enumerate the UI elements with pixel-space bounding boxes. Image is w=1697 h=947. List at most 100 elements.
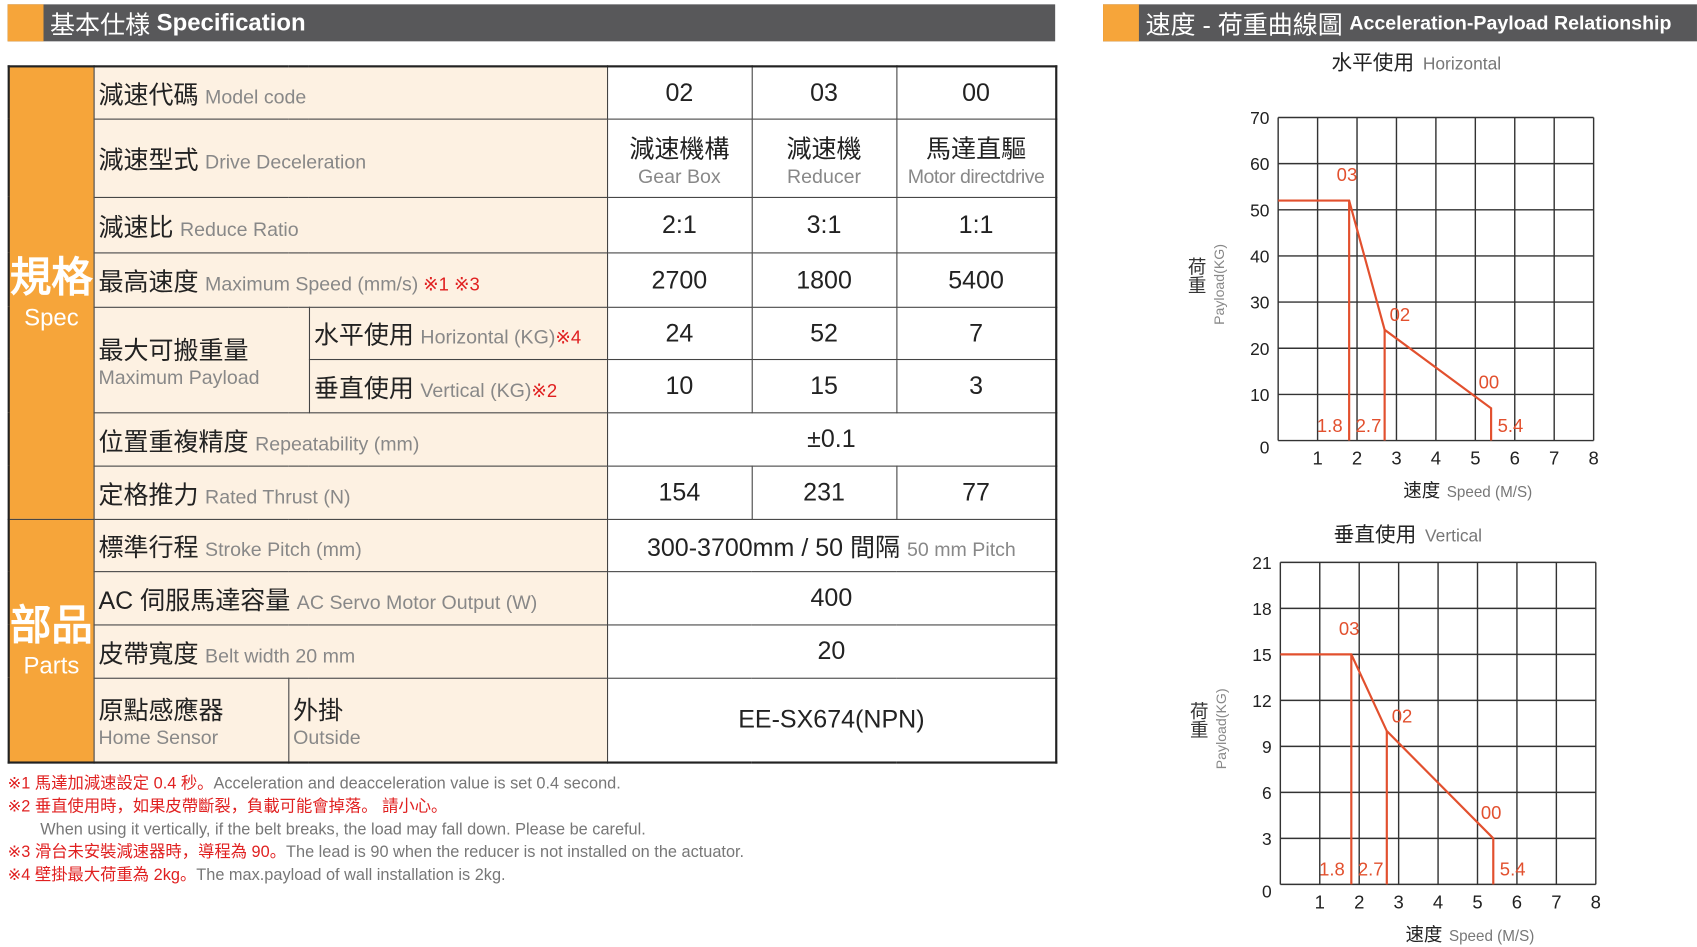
x-tick-label: 8 [1591, 891, 1601, 912]
table-row: 最大可搬重量 Maximum Payload 水平使用 Horizontal (KG… [9, 306, 1057, 413]
section-parts-en: Parts [23, 651, 80, 679]
y-tick-label: 6 [1262, 783, 1272, 803]
label-payload-vertical: 垂直使用 Vertical (KG)※2 [308, 358, 608, 413]
x-tick-label: 1 [1312, 447, 1322, 468]
y-tick-label: 9 [1262, 737, 1272, 757]
x-tick-label: 5 [1470, 447, 1480, 468]
y-axis-label: 荷重 [1188, 702, 1209, 739]
header-accent [7, 4, 44, 42]
table-row: 原點感應器 Home Sensor 外掛 Outside EE-SX674(NPN) [9, 677, 1057, 764]
x-tick-label: 3 [1391, 447, 1401, 468]
chart-title-en: Vertical [1425, 526, 1482, 546]
cell-value: 300-3700mm / 50 間隔 [646, 533, 901, 562]
cell: 2:1 [606, 196, 753, 253]
label-sensor-type: 外掛 Outside [287, 677, 608, 764]
header-accent [1103, 4, 1139, 42]
series-label-03: 03 [1337, 164, 1358, 185]
cell: 3 [895, 358, 1057, 413]
cell: 減速機 Reducer [751, 118, 897, 198]
cell: 2700 [606, 251, 753, 308]
x-tick-label: 4 [1433, 891, 1443, 912]
x-tick-label: 3 [1393, 891, 1403, 912]
cell: 00 [895, 65, 1057, 120]
y-tick-label: 18 [1252, 599, 1271, 619]
series-label-00: 00 [1479, 372, 1500, 393]
footnote-mark: ※4 [555, 327, 582, 349]
table-row: 部品 Parts 標準行程 Stroke Pitch (mm) 300-3700mm… [8, 518, 1057, 764]
x-axis-label: 速度 [1403, 480, 1440, 501]
label-en: AC Servo Motor Output (W) [296, 591, 538, 613]
cell: 10 [606, 358, 753, 413]
label-zh: 減速代碼 [98, 80, 199, 110]
label-speed: 最高速度 Maximum Speed (mm/s) ※1 ※3 [93, 251, 608, 308]
speed-label: 2.7 [1358, 859, 1384, 880]
x-tick-label: 4 [1431, 447, 1441, 468]
chart-title-en: Horizontal [1423, 54, 1501, 74]
cell: 5400 [895, 251, 1057, 308]
cell: 1:1 [895, 196, 1057, 253]
series-label-02: 02 [1390, 304, 1411, 325]
label-zh: 標準行程 [98, 533, 199, 562]
label-zh: 水平使用 [313, 320, 414, 350]
spec-header-en: Specification [156, 8, 306, 36]
cell-en: Reducer [787, 164, 862, 187]
cell: 52 [751, 306, 897, 360]
y-axis-label: 荷重 [1186, 257, 1207, 294]
cell-value-en: 50 mm Pitch [907, 538, 1016, 561]
label-en: Maximum Speed (mm/s) [205, 273, 419, 295]
table-row: AC 伺服馬達容量 AC Servo Motor Output (W) 400 [9, 570, 1057, 625]
label-zh: 減速型式 [98, 145, 199, 175]
label-ratio: 減速比 Reduce Ratio [93, 196, 608, 253]
label-stroke: 標準行程 Stroke Pitch (mm) [93, 518, 608, 572]
y-tick-label: 20 [1250, 339, 1269, 359]
label-zh: AC 伺服馬達容量 [98, 585, 291, 615]
table-row: 最高速度 Maximum Speed (mm/s) ※1 ※3 2700 1800… [9, 251, 1057, 308]
x-tick-label: 8 [1588, 447, 1598, 468]
spec-header: 基本仕様 Specification [7, 4, 1056, 42]
speed-label: 1.8 [1319, 859, 1345, 880]
label-zh: 原點感應器 [98, 696, 224, 725]
footnote: ※1 馬達加減速設定 0.4 秒。Acceleration and deacce… [8, 772, 744, 795]
spec-header-zh: 基本仕様 [50, 10, 151, 40]
cell: 20 [606, 623, 1057, 679]
footnote-en: The max.payload of wall installation is … [196, 865, 506, 885]
cell: 1800 [751, 251, 897, 308]
section-parts-zh: 部品 [10, 603, 93, 650]
x-tick-label: 6 [1512, 891, 1522, 912]
cell-en: Gear Box [637, 164, 721, 187]
label-en: Rated Thrust (N) [205, 485, 351, 508]
y-tick-label: 12 [1252, 691, 1271, 711]
y-tick-label: 40 [1250, 246, 1269, 266]
cell: 400 [606, 570, 1057, 625]
footnote-en: The lead is 90 when the reducer is not i… [286, 843, 745, 862]
table-row: 減速型式 Drive Deceleration 減速機構 Gear Box 減速機 R… [9, 118, 1057, 198]
footnote: ※4 壁掛最大荷重為 2kg。The max.payload of wall i… [8, 864, 744, 887]
label-en: Horizontal (KG) [420, 326, 556, 349]
footnote-zh: ※1 馬達加減速設定 0.4 秒。 [7, 774, 214, 794]
cell: 減速機構 Gear Box [606, 118, 753, 198]
label-zh: 外掛 [293, 696, 344, 725]
label-zh: 垂直使用 [313, 373, 414, 402]
footnote-en: When using it vertically, if the belt br… [40, 820, 646, 839]
speed-label: 5.4 [1500, 859, 1526, 880]
chart-header: 速度 - 荷重曲線圖 Acceleration-Payload Relation… [1103, 4, 1697, 42]
label-zh: 皮帶寬度 [98, 639, 199, 668]
table-row: 規格 Spec 減速代碼 Model code 02 03 00 [8, 65, 1057, 520]
cell: 15 [751, 358, 897, 413]
label-zh: 位置重複精度 [98, 426, 249, 456]
cell: 3:1 [751, 196, 897, 253]
x-tick-label: 7 [1549, 447, 1559, 468]
cell: 7 [895, 306, 1057, 360]
label-payload-horizontal: 水平使用 Horizontal (KG)※4 [308, 306, 608, 360]
x-tick-label: 2 [1352, 447, 1362, 468]
cell-zh: 馬達直驅 [926, 134, 1027, 163]
chart-title: 水平使用 [1331, 52, 1414, 75]
spec-table: 規格 Spec 減速代碼 Model code 02 03 00 減速型式 Drive… [7, 65, 1058, 764]
section-spec-zh: 規格 [10, 255, 93, 302]
y-tick-label: 15 [1252, 645, 1271, 665]
speed-label: 1.8 [1317, 415, 1343, 436]
label-payload: 最大可搬重量 Maximum Payload [93, 306, 310, 413]
label-model: 減速代碼 Model code [93, 65, 608, 120]
chart-header-zh: 速度 - 荷重曲線圖 [1145, 10, 1343, 40]
y-tick-label: 50 [1250, 200, 1269, 220]
